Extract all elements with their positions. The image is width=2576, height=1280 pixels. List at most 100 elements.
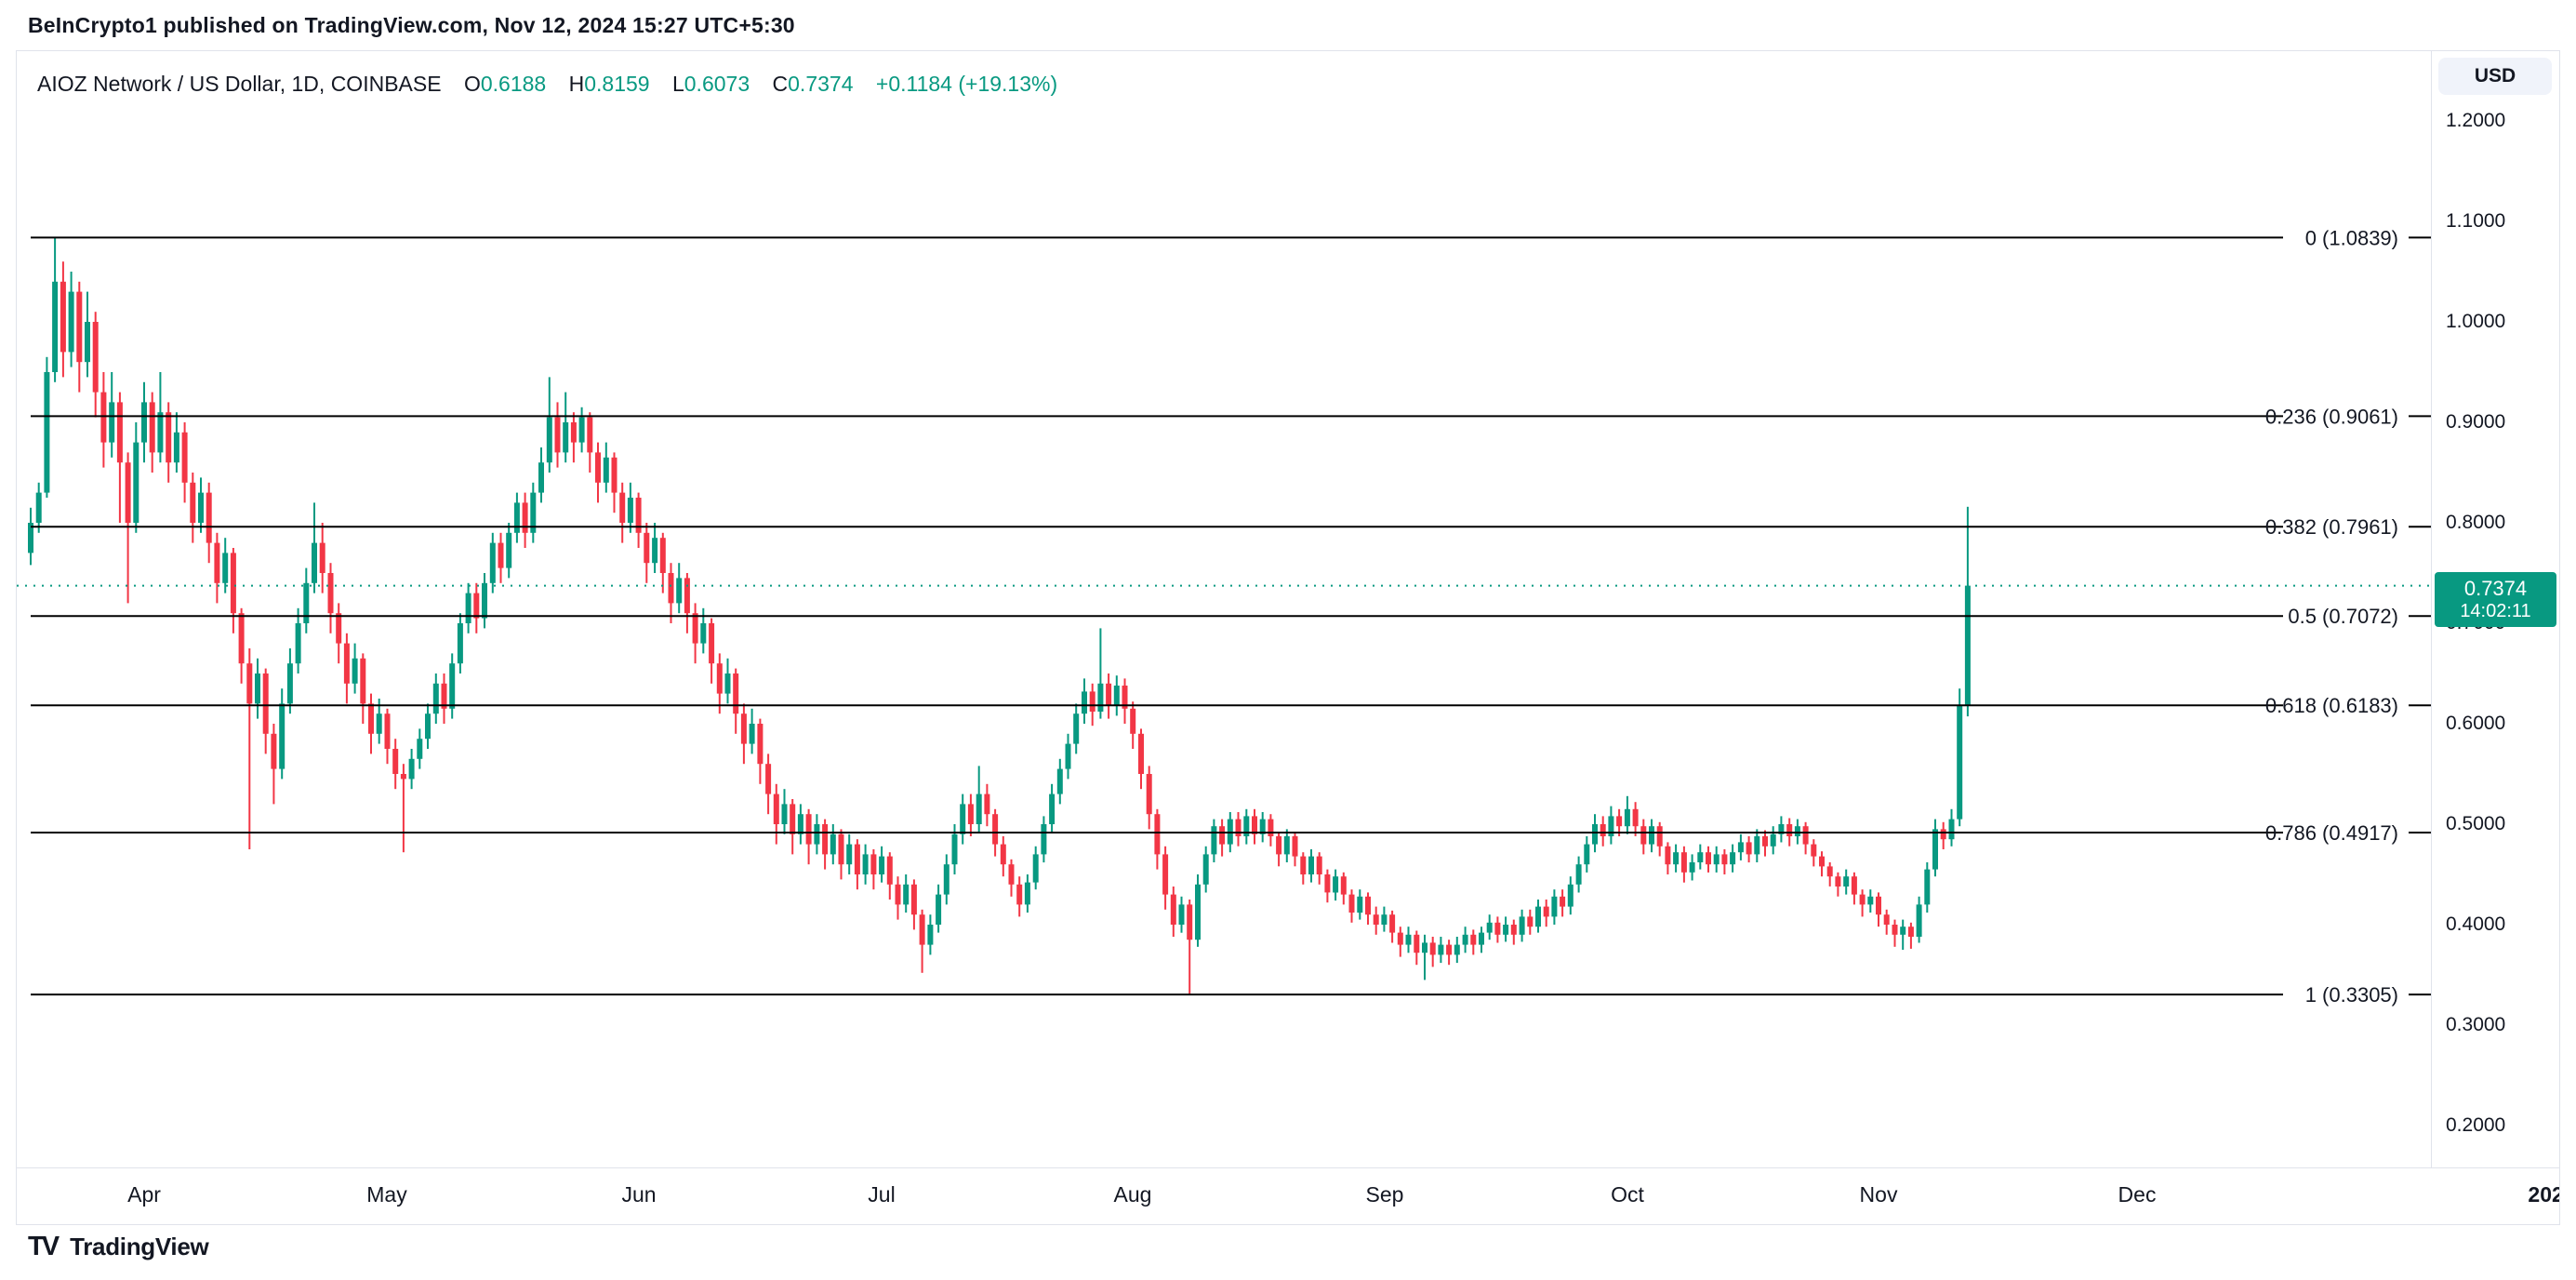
candle-body (724, 673, 731, 694)
candle-body (166, 412, 172, 463)
candle-body (1292, 836, 1298, 857)
candle-body (44, 372, 50, 493)
candle-body (1924, 869, 1931, 905)
attribution-text: BeInCrypto1 published on TradingView.com… (28, 13, 795, 37)
candle-body (563, 422, 569, 453)
candle-body (1454, 944, 1460, 955)
candle-body (376, 713, 382, 734)
fib-label: 0 (1.0839) (2305, 226, 2398, 249)
candle-body (1429, 942, 1436, 955)
candle-body (870, 854, 877, 874)
candle-body (1268, 819, 1274, 836)
ohlc-low-value: 0.6073 (684, 72, 750, 96)
candle-body (1859, 894, 1866, 905)
candle-body (1308, 856, 1314, 874)
candle-body (1106, 683, 1112, 706)
candle-body (319, 542, 325, 573)
candle-body (1754, 836, 1760, 855)
currency-label[interactable]: USD (2438, 58, 2552, 95)
time-tick-label: Jul (868, 1182, 896, 1207)
candle-body (271, 733, 277, 769)
candle-body (327, 573, 334, 614)
candle-body (408, 758, 415, 780)
candle-body (862, 854, 869, 874)
chart-canvas[interactable]: 0 (1.0839) 0.236 (0.9061) 0.382 (0.7961) 0.… (17, 51, 2431, 1167)
candle-body (222, 553, 229, 583)
fib-label: 0.236 (0.9061) (2265, 405, 2398, 428)
candle-body (343, 643, 350, 684)
candle-body (1656, 826, 1663, 847)
ohlc-open-label: O (463, 72, 481, 96)
candle-body (635, 498, 642, 533)
candle-body (1900, 927, 1906, 935)
candle-body (1510, 925, 1517, 935)
candle-body (1479, 932, 1484, 945)
fib-label: 0.5 (0.7072) (2288, 605, 2398, 628)
candle-body (392, 749, 399, 774)
candle-body (530, 492, 537, 533)
candle-body (513, 502, 520, 533)
candle-body (1892, 925, 1898, 935)
candle-body (886, 856, 893, 885)
candle-body (1089, 691, 1095, 712)
candle-body (1276, 836, 1282, 855)
candle-body (100, 392, 107, 443)
candle-body (1713, 854, 1720, 865)
candle-body (1389, 914, 1396, 933)
candle-body (1737, 842, 1744, 853)
candle-body (441, 683, 447, 709)
price-tick-label: 0.3000 (2446, 1014, 2506, 1035)
symbol-title[interactable]: AIOZ Network / US Dollar, 1D, COINBASE (37, 72, 442, 96)
candle-body (157, 412, 164, 453)
candle-body (1624, 808, 1630, 827)
chart-plot-area[interactable]: 0 (1.0839) 0.236 (0.9061) 0.382 (0.7961) 0.… (17, 51, 2431, 1167)
candle-body (384, 713, 391, 749)
ohlc-close-value: 0.7374 (788, 72, 854, 96)
candle-body (1162, 854, 1169, 895)
candle-body (1762, 836, 1768, 847)
candle-body (1665, 846, 1671, 865)
candle-body (1567, 884, 1573, 907)
candle-body (1049, 793, 1056, 824)
candle-wick (248, 648, 251, 849)
time-tick-label: May (366, 1182, 407, 1207)
candle-body (1187, 904, 1193, 940)
price-tick-label: 0.5000 (2446, 813, 2506, 834)
candle-body (1178, 904, 1185, 925)
candle-body (765, 764, 772, 794)
candle-body (141, 402, 147, 443)
tradingview-brand[interactable]: TradingView (70, 1233, 209, 1260)
time-tick-label: Dec (2118, 1182, 2157, 1207)
candle-body (1300, 856, 1307, 874)
tradingview-logo-icon: TV (28, 1232, 60, 1261)
candle-body (1065, 743, 1071, 769)
candle-body (757, 724, 764, 765)
candle-body (1697, 852, 1704, 862)
candle-body (1195, 884, 1201, 940)
candle-body (1851, 876, 1857, 895)
candle-body (76, 291, 83, 363)
candle-body (1811, 844, 1817, 857)
candle-body (1876, 896, 1881, 915)
candle-body (149, 402, 155, 453)
candle-body (895, 884, 901, 905)
candle-body (28, 523, 33, 553)
candle-body (457, 623, 463, 664)
candle-body (854, 844, 860, 874)
candle-body (644, 532, 650, 564)
candle-body (1527, 916, 1534, 927)
price-axis[interactable]: USD 1.20001.10001.00000.90000.80000.7000… (2431, 51, 2559, 1167)
candle-body (838, 833, 844, 865)
candle-wick (402, 764, 405, 853)
candle-body (570, 422, 577, 443)
candle-body (1024, 882, 1030, 905)
candle-body (1365, 896, 1371, 915)
candle-body (1373, 914, 1379, 925)
candle-body (1730, 852, 1736, 865)
candle-body (255, 673, 260, 704)
candle-body (716, 663, 723, 694)
candle-body (595, 452, 601, 483)
candle-body (1235, 819, 1242, 836)
time-tick-label: Sep (1365, 1182, 1404, 1207)
time-axis[interactable]: Apr May Jun Jul Aug Sep Oct Nov Dec 2025 (17, 1167, 2559, 1224)
